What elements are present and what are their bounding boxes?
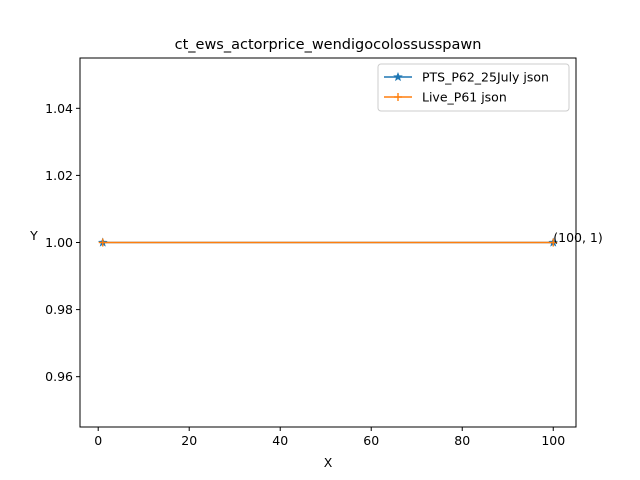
x-axis-ticks: 0 20 40 60 80 100 [94, 427, 565, 448]
point-annotation: (100, 1) [553, 230, 603, 245]
y-axis-ticks: 0.96 0.98 1.00 1.02 1.04 [45, 101, 80, 384]
y-tick-label: 1.00 [45, 235, 73, 250]
x-tick-label: 100 [541, 433, 565, 448]
chart-title: ct_ews_actorprice_wendigocolossusspawn [175, 37, 482, 53]
annotations: (100, 1) [553, 230, 603, 245]
legend-label-2: Live_P61 json [422, 90, 507, 105]
y-tick-label: 0.98 [45, 302, 73, 317]
x-tick-label: 20 [181, 433, 197, 448]
legend-entries: PTS_P62_25July json Live_P61 json [384, 70, 549, 105]
legend-marker-2 [394, 93, 402, 101]
series-2-point [98, 238, 107, 247]
y-tick-label: 0.96 [45, 369, 73, 384]
legend-marker-1 [393, 71, 403, 82]
x-tick-label: 80 [454, 433, 470, 448]
legend-frame [377, 63, 570, 112]
x-tick-label: 60 [363, 433, 379, 448]
x-tick-label: 40 [272, 433, 288, 448]
x-axis-label: X [324, 455, 333, 470]
y-axis-label: Y [29, 228, 38, 243]
series-markers [97, 237, 559, 247]
y-tick-label: 1.02 [45, 168, 73, 183]
x-tick-label: 0 [94, 433, 102, 448]
series-2-point [549, 238, 558, 247]
legend: PTS_P62_25July json Live_P61 json [377, 63, 570, 112]
y-tick-label: 1.04 [45, 101, 73, 116]
legend-label-1: PTS_P62_25July json [422, 70, 549, 85]
